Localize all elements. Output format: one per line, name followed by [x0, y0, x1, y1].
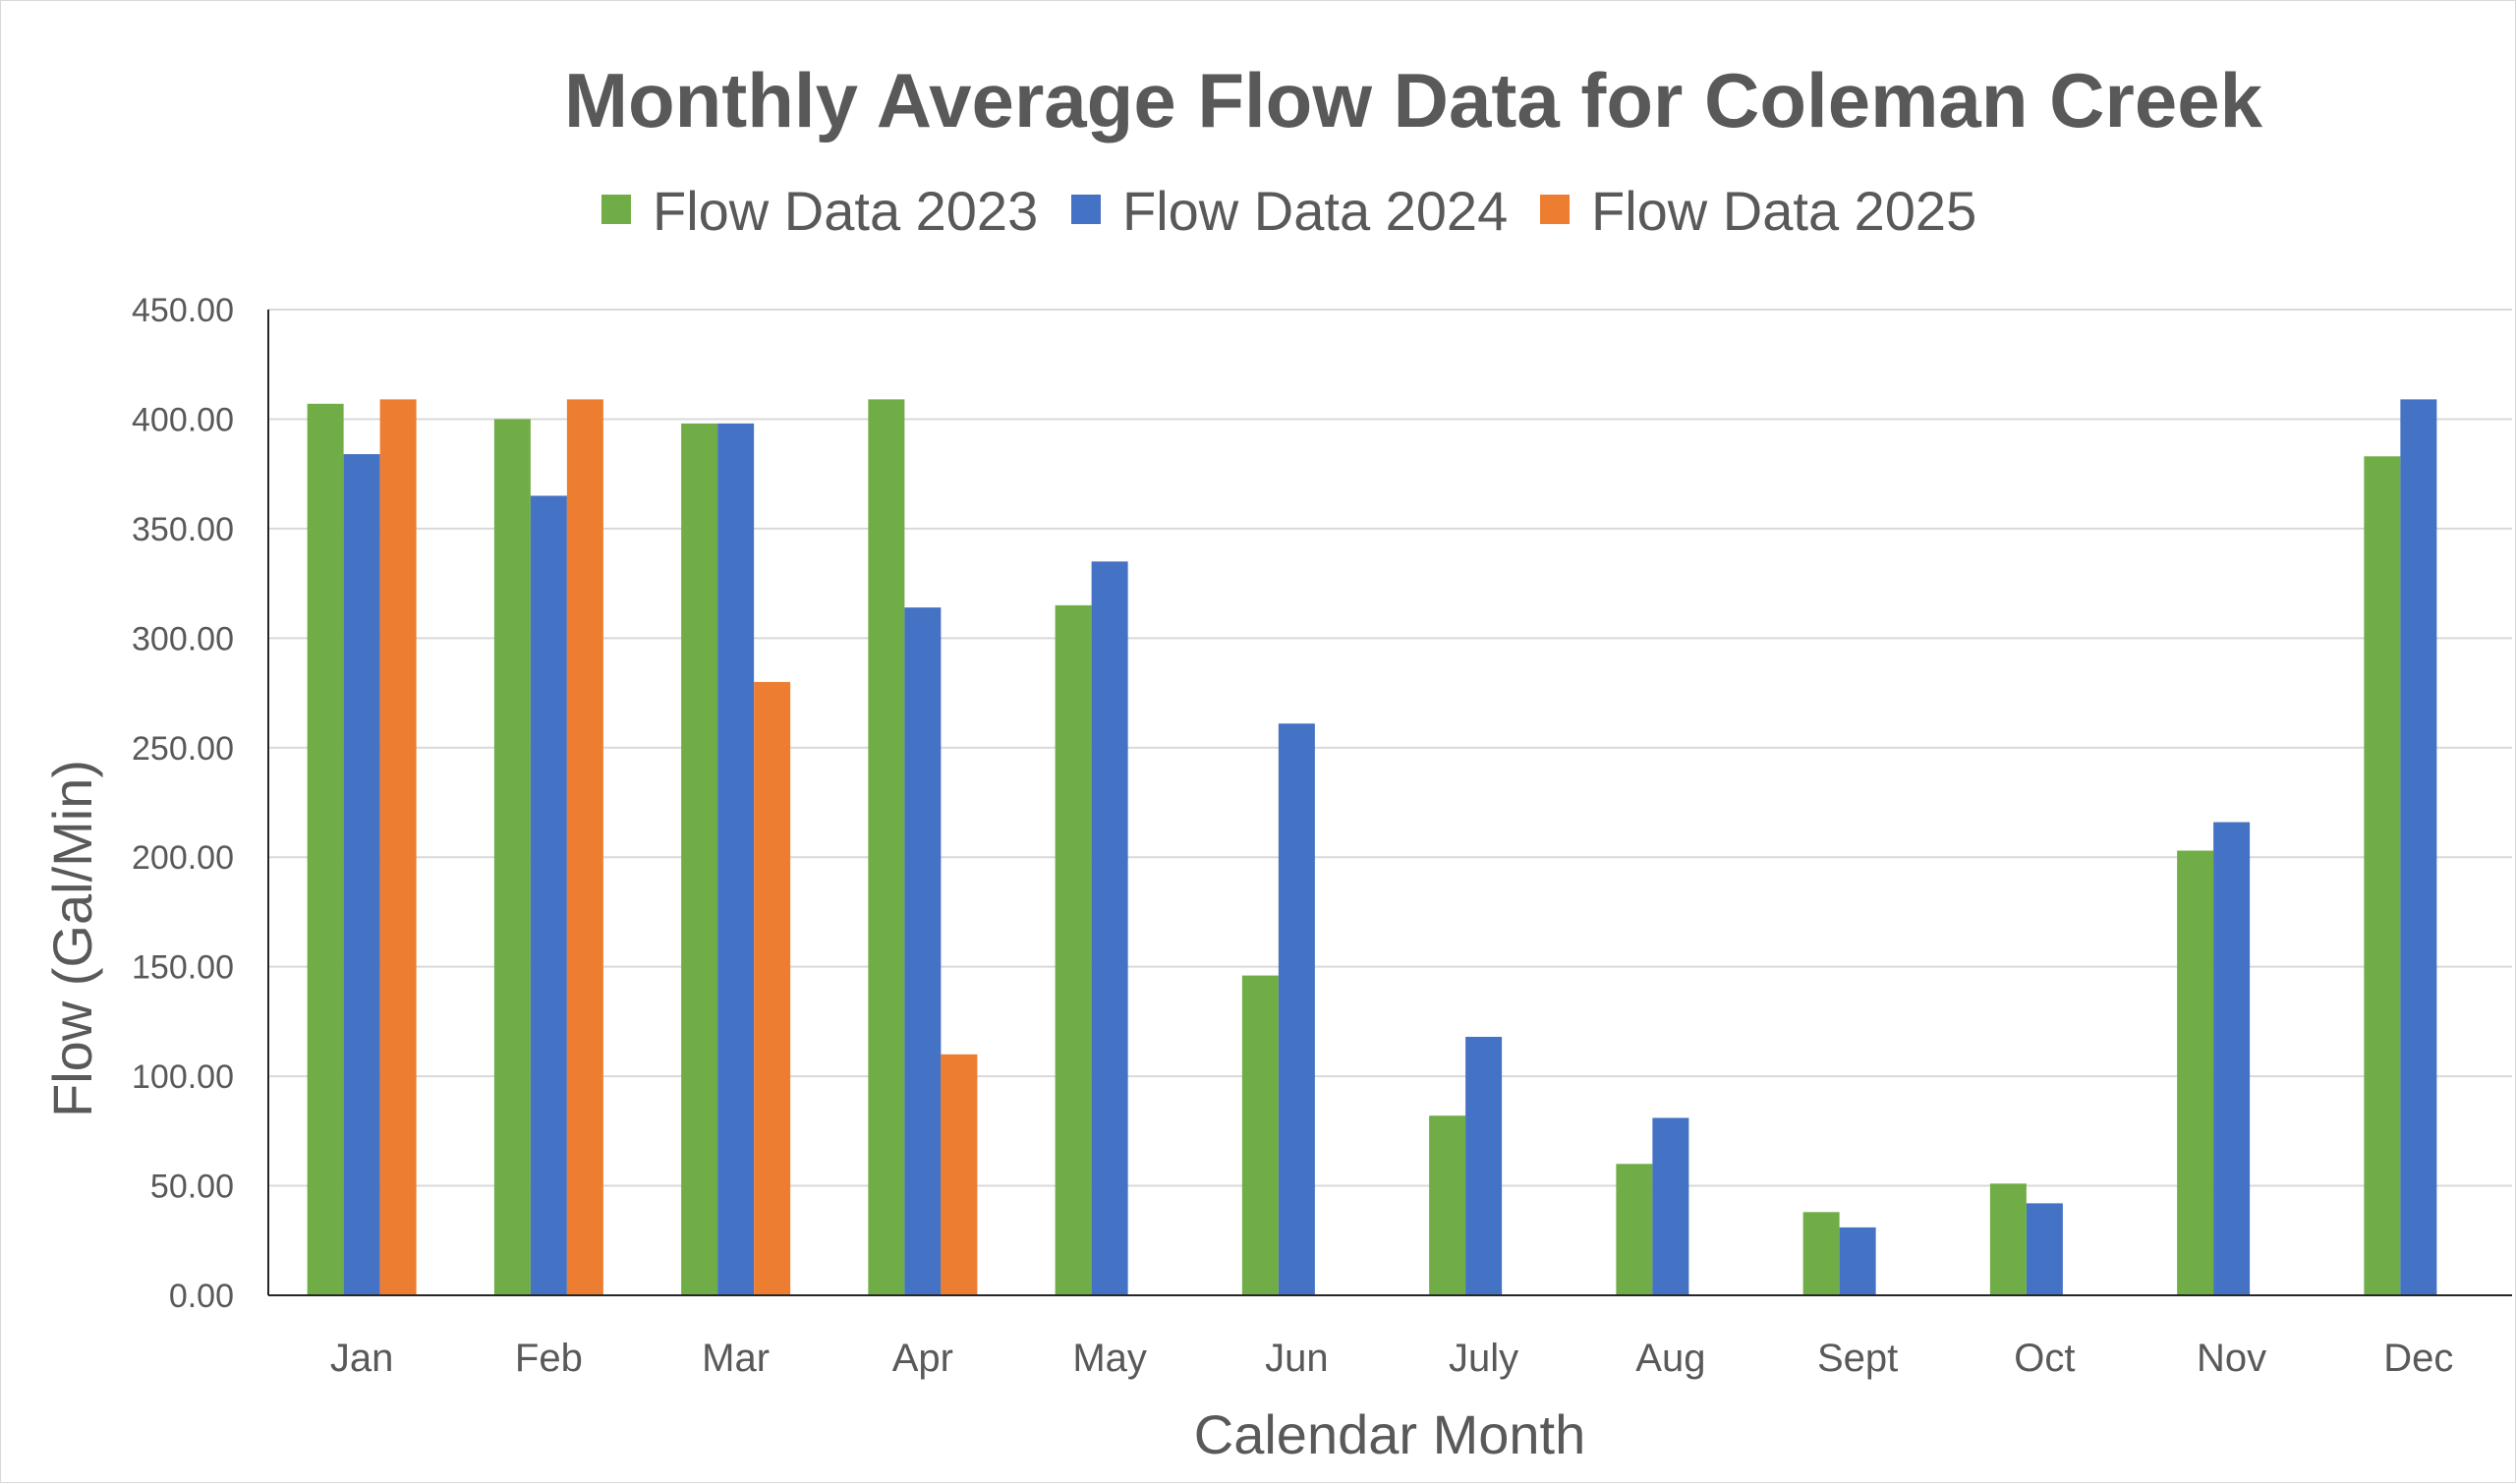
- bar-flow-data-2023-nov: [2177, 850, 2214, 1295]
- bar-flow-data-2025-mar: [754, 681, 791, 1295]
- legend-item: Flow Data 2024: [1071, 180, 1508, 242]
- legend-swatch: [601, 195, 631, 224]
- chart-title: Monthly Average Flow Data for Coleman Cr…: [564, 57, 2263, 143]
- bar-flow-data-2024-feb: [530, 495, 567, 1295]
- bar-flow-data-2023-mar: [681, 423, 718, 1295]
- x-axis-title: Calendar Month: [1194, 1403, 1585, 1465]
- y-tick-label: 400.00: [132, 401, 234, 438]
- x-tick-label: Jan: [330, 1337, 394, 1380]
- y-tick-label: 0.00: [169, 1278, 234, 1315]
- legend-swatch: [1071, 195, 1101, 224]
- bar-flow-data-2023-feb: [493, 419, 531, 1295]
- bar-flow-data-2023-apr: [868, 399, 905, 1296]
- bar-flow-data-2023-july: [1429, 1115, 1466, 1295]
- x-tick-label: Apr: [892, 1337, 953, 1380]
- bar-flow-data-2025-feb: [566, 399, 603, 1296]
- x-tick-label: May: [1072, 1337, 1147, 1380]
- bar-flow-data-2024-jan: [343, 454, 380, 1295]
- y-tick-label: 450.00: [132, 292, 234, 329]
- bar-flow-data-2023-sept: [1802, 1212, 1840, 1295]
- legend-swatch: [1540, 195, 1570, 224]
- y-tick-label: 100.00: [132, 1058, 234, 1096]
- bar-flow-data-2023-aug: [1616, 1164, 1653, 1295]
- x-tick-label: July: [1449, 1337, 1518, 1380]
- y-tick-label: 250.00: [132, 730, 234, 768]
- axes: [267, 310, 2512, 1296]
- legend-label: Flow Data 2025: [1591, 180, 1976, 242]
- bar-flow-data-2025-jan: [379, 399, 417, 1296]
- x-tick-label: Feb: [515, 1337, 583, 1380]
- bars: [307, 399, 2437, 1296]
- x-tick-label: Nov: [2197, 1337, 2266, 1380]
- legend-item: Flow Data 2025: [1540, 180, 1976, 242]
- x-tick-label: Sept: [1817, 1337, 1898, 1380]
- bar-flow-data-2024-mar: [717, 423, 755, 1295]
- y-axis-ticks: 0.00 50.00 100.00 150.00 200.00 250.00 300.00 3…: [132, 292, 234, 1315]
- x-axis-ticks: Jan Feb Mar Apr May Jun July Aug Sept Oct Nov Dec: [330, 1337, 2454, 1380]
- legend: Flow Data 2023 Flow Data 2024 Flow Data 20…: [601, 180, 1976, 242]
- x-tick-label: Oct: [2014, 1337, 2075, 1380]
- bar-flow-data-2025-apr: [941, 1054, 978, 1295]
- y-tick-label: 150.00: [132, 949, 234, 987]
- y-tick-label: 200.00: [132, 839, 234, 877]
- bar-flow-data-2024-may: [1091, 561, 1128, 1295]
- x-tick-label: Mar: [702, 1337, 770, 1380]
- bar-flow-data-2024-aug: [1652, 1117, 1689, 1295]
- bar-flow-data-2024-sept: [1839, 1227, 1876, 1295]
- y-tick-label: 350.00: [132, 511, 234, 548]
- bar-flow-data-2024-july: [1465, 1036, 1503, 1295]
- y-axis-title: Flow (Gal/Min): [41, 760, 103, 1117]
- y-tick-label: 300.00: [132, 620, 234, 657]
- x-tick-label: Aug: [1635, 1337, 1705, 1380]
- bar-flow-data-2024-nov: [2213, 822, 2251, 1295]
- bar-flow-data-2024-apr: [904, 607, 942, 1295]
- x-tick-label: Dec: [2383, 1337, 2453, 1380]
- bar-flow-data-2023-dec: [2364, 456, 2401, 1295]
- bar-flow-data-2024-oct: [2026, 1203, 2063, 1295]
- legend-label: Flow Data 2024: [1122, 180, 1508, 242]
- legend-label: Flow Data 2023: [653, 180, 1038, 242]
- bar-flow-data-2023-jun: [1241, 975, 1279, 1295]
- legend-item: Flow Data 2023: [601, 180, 1038, 242]
- bar-flow-data-2023-may: [1055, 604, 1092, 1295]
- bar-flow-data-2023-oct: [1989, 1183, 2027, 1295]
- bar-flow-data-2024-jun: [1278, 723, 1315, 1295]
- bar-flow-data-2024-dec: [2400, 399, 2437, 1296]
- bar-flow-data-2023-jan: [307, 403, 344, 1295]
- y-tick-label: 50.00: [150, 1169, 234, 1206]
- gridlines: [268, 309, 2512, 1187]
- x-tick-label: Jun: [1265, 1337, 1329, 1380]
